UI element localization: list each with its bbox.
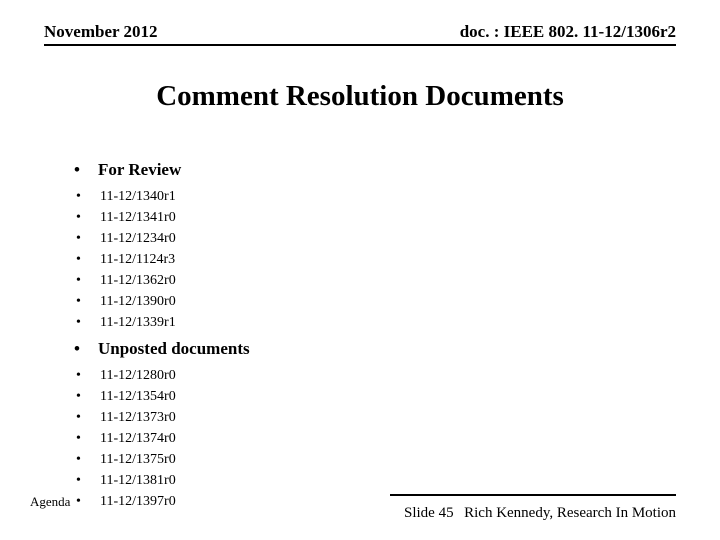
list-item: •11-12/1390r0 <box>76 291 676 312</box>
slide-title: Comment Resolution Documents <box>0 80 720 113</box>
item-text: 11-12/1381r0 <box>100 470 176 491</box>
footer-slide-number: Slide 45 <box>404 505 454 522</box>
section-heading-text: Unposted documents <box>98 339 250 359</box>
header-date: November 2012 <box>44 22 157 42</box>
list-item: •11-12/1280r0 <box>76 365 676 386</box>
list-item: •11-12/1381r0 <box>76 470 676 491</box>
bullet-icon: • <box>76 491 100 512</box>
slide: November 2012 doc. : IEEE 802. 11-12/130… <box>0 0 720 540</box>
section-heading: • For Review <box>74 160 676 180</box>
footer-author: Rich Kennedy, Research In Motion <box>464 505 676 522</box>
footer-divider <box>390 494 676 496</box>
header-docref: doc. : IEEE 802. 11-12/1306r2 <box>460 22 676 42</box>
list-item: •11-12/1375r0 <box>76 449 676 470</box>
bullet-icon: • <box>76 186 100 207</box>
item-text: 11-12/1234r0 <box>100 228 176 249</box>
item-text: 11-12/1124r3 <box>100 249 175 270</box>
bullet-icon: • <box>76 291 100 312</box>
item-text: 11-12/1340r1 <box>100 186 176 207</box>
bullet-icon: • <box>74 339 98 359</box>
item-text: 11-12/1397r0 <box>100 491 176 512</box>
footer-agenda-label: Agenda <box>30 494 70 510</box>
item-text: 11-12/1339r1 <box>100 312 176 333</box>
section-for-review: • For Review •11-12/1340r1 •11-12/1341r0… <box>74 160 676 333</box>
item-text: 11-12/1373r0 <box>100 407 176 428</box>
bullet-icon: • <box>76 312 100 333</box>
item-text: 11-12/1280r0 <box>100 365 176 386</box>
bullet-icon: • <box>76 207 100 228</box>
list-item: •11-12/1374r0 <box>76 428 676 449</box>
list-item: •11-12/1339r1 <box>76 312 676 333</box>
section-heading: • Unposted documents <box>74 339 676 359</box>
bullet-icon: • <box>76 449 100 470</box>
slide-header: November 2012 doc. : IEEE 802. 11-12/130… <box>44 22 676 46</box>
bullet-icon: • <box>76 386 100 407</box>
section-unposted: • Unposted documents •11-12/1280r0 •11-1… <box>74 339 676 512</box>
item-text: 11-12/1375r0 <box>100 449 176 470</box>
bullet-icon: • <box>76 249 100 270</box>
item-text: 11-12/1354r0 <box>100 386 176 407</box>
list-item: •11-12/1362r0 <box>76 270 676 291</box>
bullet-icon: • <box>76 228 100 249</box>
list-item: •11-12/1373r0 <box>76 407 676 428</box>
slide-content: • For Review •11-12/1340r1 •11-12/1341r0… <box>74 160 676 518</box>
bullet-icon: • <box>76 270 100 291</box>
list-item: •11-12/1340r1 <box>76 186 676 207</box>
bullet-icon: • <box>76 428 100 449</box>
bullet-icon: • <box>74 160 98 180</box>
list-item: •11-12/1234r0 <box>76 228 676 249</box>
bullet-icon: • <box>76 365 100 386</box>
section-heading-text: For Review <box>98 160 181 180</box>
bullet-icon: • <box>76 470 100 491</box>
item-text: 11-12/1390r0 <box>100 291 176 312</box>
list-item: •11-12/1124r3 <box>76 249 676 270</box>
list-item: •11-12/1354r0 <box>76 386 676 407</box>
list-item: •11-12/1341r0 <box>76 207 676 228</box>
item-text: 11-12/1341r0 <box>100 207 176 228</box>
item-text: 11-12/1374r0 <box>100 428 176 449</box>
item-text: 11-12/1362r0 <box>100 270 176 291</box>
bullet-icon: • <box>76 407 100 428</box>
